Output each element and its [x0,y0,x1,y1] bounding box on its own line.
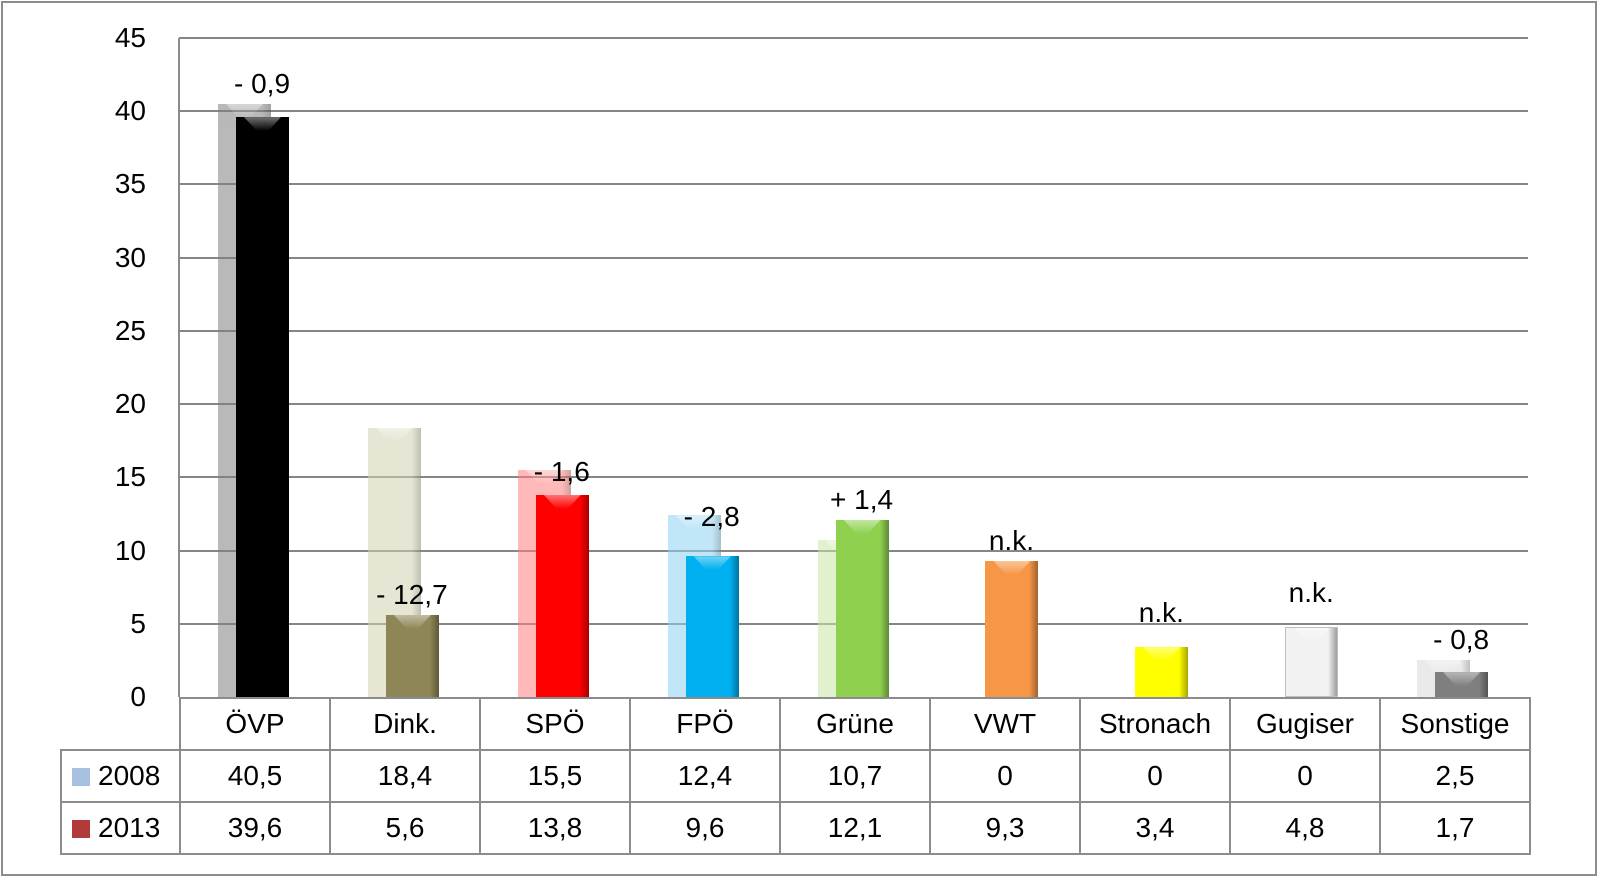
bar-2013 [1435,672,1489,697]
y-tick-label: 10 [114,534,146,566]
change-annotation: n.k. [988,524,1034,556]
value-cell: 0 [929,749,1081,803]
data-table: ÖVP Dink. SPÖ FPÖ Grüne VWT Stronach Gugiser Son… [60,697,1531,855]
value-cell: 13,8 [479,801,631,855]
category-label: ÖVP [179,697,331,751]
value-cell: 10,7 [779,749,931,803]
gridline [179,256,1528,259]
y-tick-label: 35 [114,168,146,200]
value-cell: 5,6 [329,801,481,855]
gridline [179,329,1528,332]
legend-key-2008-icon [72,768,90,786]
value-cell: 1,7 [1379,801,1531,855]
value-cell: 3,4 [1079,801,1231,855]
category-label: SPÖ [479,697,631,751]
series-row-2013: 2013 39,6 5,6 13,8 9,6 12,1 9,3 3,4 4,8 1,7 [60,801,1531,855]
y-axis-line [178,38,180,697]
bar-2013 [1135,647,1189,697]
category-row: ÖVP Dink. SPÖ FPÖ Grüne VWT Stronach Gugiser Son… [61,697,1531,751]
bar-2013 [835,519,889,698]
legend-key-2013-icon [72,820,90,838]
category-label: VWT [929,697,1081,751]
y-tick-label: 15 [114,461,146,493]
value-cell: 40,5 [179,749,331,803]
y-tick-label: 45 [114,22,146,53]
series-name: 2013 [98,812,161,843]
y-tick-label: 25 [114,314,146,346]
value-cell: 9,6 [629,801,781,855]
legend-entry-2008: 2008 [60,749,181,803]
value-cell: 4,8 [1229,801,1381,855]
change-annotation: - 0,8 [1433,624,1490,656]
category-label: Grüne [779,697,931,751]
series-row-2008: 2008 40,5 18,4 15,5 12,4 10,7 0 0 0 2,5 [60,749,1531,803]
value-cell: 0 [1229,749,1381,803]
change-annotation: - 2,8 [683,501,740,533]
gridline [179,110,1528,113]
gridline [179,37,1528,39]
change-annotation: - 12,7 [376,579,448,610]
change-annotation: - 0,9 [233,67,291,99]
change-annotation: n.k. [1288,576,1334,608]
change-annotation: - 1,6 [533,456,590,488]
y-tick-label: 20 [114,388,146,420]
value-cell: 18,4 [329,749,481,803]
bar-2013 [236,117,289,697]
legend-entry-2013: 2013 [60,801,181,855]
bar-2013 [985,560,1039,698]
value-cell: 0 [1079,749,1231,803]
change-annotation: + 1,4 [830,483,894,515]
series-name: 2008 [98,760,161,791]
bar-2013 [385,615,439,697]
y-tick-label: 40 [114,95,146,127]
y-tick-label: 5 [130,607,146,639]
change-annotation: n.k. [1138,597,1184,629]
table-corner [61,698,181,750]
gridline [179,403,1528,406]
value-cell: 2,5 [1379,749,1531,803]
value-cell: 12,1 [779,801,931,855]
value-cell: 39,6 [179,801,331,855]
gridline [179,476,1528,479]
y-tick-label: 30 [114,241,146,273]
value-cell: 9,3 [929,801,1081,855]
value-cell: 15,5 [479,749,631,803]
category-label: Gugiser [1229,697,1381,751]
category-label: Dink. [329,697,481,751]
plot-area: - 0,9 - 12,7 - 1,6 - 2,8 + 1,4 n.k. n.k. n.k. - … [179,37,1528,698]
bar-2013 [535,494,589,698]
category-label: Sonstige [1379,697,1531,751]
bar-2013 [685,556,739,697]
gridline [179,183,1528,186]
category-label: FPÖ [629,697,781,751]
category-label: Stronach [1079,697,1231,751]
value-cell: 12,4 [629,749,781,803]
bar-2013 [1285,626,1339,697]
